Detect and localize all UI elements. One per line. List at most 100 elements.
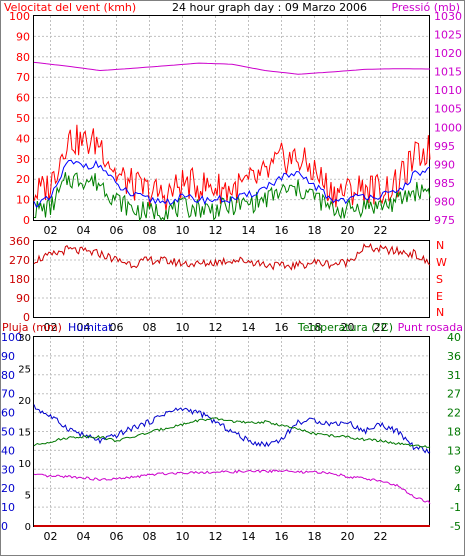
temperature-axis-label: Temperatura (°C) bbox=[297, 321, 393, 334]
bottom-x-tick-label: 16 bbox=[275, 530, 289, 543]
temperature-y-tick-label: 31 bbox=[447, 369, 461, 382]
pressure-y-tick-label: 995 bbox=[434, 140, 455, 153]
pressure-y-tick-label: 1005 bbox=[434, 103, 462, 116]
humidity-y-tick-label: 90 bbox=[1, 350, 15, 363]
rain-y-tick-label: 10 bbox=[18, 459, 31, 470]
top-x-tick-label: 10 bbox=[176, 224, 190, 237]
bottom-x-tick-label: 02 bbox=[44, 530, 58, 543]
humidity-y-tick-label: 70 bbox=[1, 388, 15, 401]
temperature-y-tick-label: -1 bbox=[450, 501, 461, 514]
pressure-y-tick-label: 990 bbox=[434, 158, 455, 171]
bottom-x-tick-label: 18 bbox=[308, 530, 322, 543]
wind-y-tick-label: 60 bbox=[16, 92, 30, 105]
direction-y-tick-label: 270 bbox=[9, 254, 30, 267]
bottom-x-tick-label: 06 bbox=[110, 530, 124, 543]
top-x-tick-label: 20 bbox=[341, 224, 355, 237]
pressure-axis-label: Pressió (mb) bbox=[391, 1, 460, 14]
pressure-y-tick-label: 1015 bbox=[434, 66, 462, 79]
rain-y-tick-label: 15 bbox=[18, 428, 31, 439]
pressure-y-tick-label: 975 bbox=[434, 214, 455, 227]
mid-x-tick-label: 18 bbox=[308, 321, 322, 334]
top-x-tick-label: 22 bbox=[374, 224, 388, 237]
wind-avg-line bbox=[33, 159, 431, 208]
rain-y-tick-label: 20 bbox=[18, 396, 31, 407]
dir-label-n-top: N bbox=[436, 239, 444, 252]
temperature-y-tick-label: 36 bbox=[447, 350, 461, 363]
chart-title: 24 hour graph day : 09 Marzo 2006 bbox=[172, 1, 367, 14]
top-x-tick-label: 16 bbox=[275, 224, 289, 237]
temperature-y-tick-label: 40 bbox=[447, 331, 461, 344]
direction-y-tick-label: 90 bbox=[16, 292, 30, 305]
wind-direction-chart: 360 270 180 90 0 02 04 06 08 10 12 14 16 18 20 22 bbox=[9, 235, 431, 334]
wind-y-tick-label: 0 bbox=[23, 214, 30, 227]
mid-x-tick-label: 12 bbox=[209, 321, 223, 334]
top-x-tick-label: 12 bbox=[209, 224, 223, 237]
temperature-y-tick-label: 18 bbox=[447, 426, 461, 439]
humidity-line bbox=[33, 404, 431, 454]
direction-y-tick-label: 0 bbox=[23, 311, 30, 324]
wind-y-tick-label: 50 bbox=[16, 112, 30, 125]
mid-x-tick-label: 22 bbox=[374, 321, 388, 334]
bottom-x-tick-label: 08 bbox=[143, 530, 157, 543]
humidity-y-tick-label: 40 bbox=[1, 444, 15, 457]
wind-y-tick-label: 40 bbox=[16, 132, 30, 145]
pressure-y-tick-label: 980 bbox=[434, 195, 455, 208]
bottom-x-tick-label: 10 bbox=[176, 530, 190, 543]
wind-direction-line bbox=[33, 242, 431, 271]
top-x-tick-label: 06 bbox=[110, 224, 124, 237]
wind-y-tick-label: 100 bbox=[9, 10, 30, 23]
humidity-y-tick-label: 80 bbox=[1, 369, 15, 382]
dir-label-s: S bbox=[436, 273, 443, 286]
wind-y-tick-label: 10 bbox=[16, 194, 30, 207]
wind-pressure-chart: 1009080706050403020100103010251020101510… bbox=[9, 10, 462, 237]
wind-min-line bbox=[33, 172, 431, 222]
wind-y-tick-label: 90 bbox=[16, 30, 30, 43]
mid-plot-frame bbox=[33, 240, 430, 318]
temperature-y-tick-label: 9 bbox=[454, 463, 461, 476]
top-x-tick-label: 14 bbox=[242, 224, 256, 237]
temperature-y-tick-label: 13 bbox=[447, 444, 461, 457]
bottom-x-tick-label: 14 bbox=[242, 530, 256, 543]
pressure-y-tick-label: 1025 bbox=[434, 29, 462, 42]
top-plot-frame bbox=[33, 15, 430, 221]
mid-x-tick-label: 10 bbox=[176, 321, 190, 334]
rain-y-tick-label: 5 bbox=[25, 491, 31, 502]
pressure-line bbox=[33, 61, 430, 75]
direction-y-tick-label: 180 bbox=[9, 273, 30, 286]
wind-axis-label: Velocitat del vent (kmh) bbox=[4, 1, 136, 14]
mid-x-tick-label: 20 bbox=[341, 321, 355, 334]
humidity-y-tick-label: 0 bbox=[1, 520, 8, 533]
rain-axis-label: Pluja (mm) bbox=[2, 321, 62, 334]
bottom-x-tick-label: 12 bbox=[209, 530, 223, 543]
humidity-y-tick-label: 50 bbox=[1, 426, 15, 439]
temperature-y-tick-label: 22 bbox=[447, 407, 461, 420]
wind-y-tick-label: 30 bbox=[16, 153, 30, 166]
rain-y-tick-label: 25 bbox=[18, 365, 31, 376]
humidity-axis-label: Humitat bbox=[68, 321, 113, 334]
wind-y-tick-label: 20 bbox=[16, 173, 30, 186]
dewpoint-axis-label: Punt rosada bbox=[398, 321, 463, 334]
top-x-tick-label: 18 bbox=[308, 224, 322, 237]
temperature-y-tick-label: 4 bbox=[454, 482, 461, 495]
top-x-tick-label: 08 bbox=[143, 224, 157, 237]
temperature-y-tick-label: -5 bbox=[450, 520, 461, 533]
dir-label-n-bottom: N bbox=[436, 306, 444, 319]
pressure-y-tick-label: 1010 bbox=[434, 84, 462, 97]
bottom-x-tick-label: 20 bbox=[341, 530, 355, 543]
bottom-x-tick-label: 04 bbox=[77, 530, 91, 543]
mid-x-tick-label: 08 bbox=[143, 321, 157, 334]
pressure-y-tick-label: 985 bbox=[434, 177, 455, 190]
humidity-temp-chart: 1009080706050403020100302520151050403631… bbox=[1, 331, 461, 543]
rain-y-tick-label: 30 bbox=[18, 333, 31, 344]
temperature-line bbox=[33, 417, 431, 448]
mid-x-tick-label: 06 bbox=[110, 321, 124, 334]
mid-x-tick-label: 14 bbox=[242, 321, 256, 334]
direction-y-tick-label: 360 bbox=[9, 235, 30, 248]
dir-label-e: E bbox=[436, 290, 443, 303]
rain-y-tick-label: 0 bbox=[25, 522, 31, 533]
humidity-y-tick-label: 10 bbox=[1, 501, 15, 514]
mid-x-tick-label: 04 bbox=[77, 321, 91, 334]
